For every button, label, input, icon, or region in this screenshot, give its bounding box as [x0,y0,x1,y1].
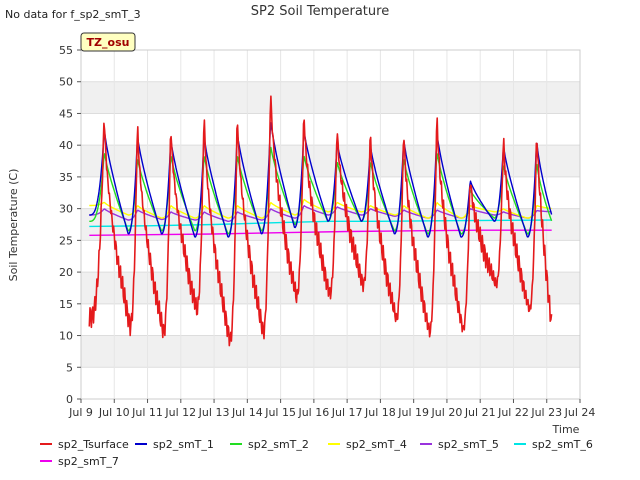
no-data-note: No data for f_sp2_smT_3 [5,8,141,21]
plot-band [81,81,580,114]
plot-band [81,113,580,146]
y-tick-label: 15 [59,298,73,311]
x-tick-label: Jul 15 [264,406,296,419]
plot-frame [80,49,581,400]
legend-label-sp2_smT_2: sp2_smT_2 [248,438,309,451]
legend: sp2_Tsurface sp2_smT_1 sp2_smT_2 sp2_smT_4 s… [40,438,593,468]
y-tick-label: 30 [59,203,73,216]
plot-band [81,50,580,82]
x-tick-label: Jul 12 [164,406,196,419]
x-tick-label: Jul 13 [198,406,230,419]
x-axis: Jul 9 Jul 10 Jul 11 Jul 12 Jul 13 Jul 14 Jul 1… [68,399,595,419]
legend-label-sp2_smT_5: sp2_smT_5 [438,438,499,451]
y-tick-label: 20 [59,266,73,279]
x-tick-label: Jul 11 [131,406,163,419]
y-tick-label: 25 [59,234,73,247]
x-tick-label: Jul 14 [231,406,263,419]
plot-band [81,367,580,399]
x-tick-label: Jul 9 [68,406,93,419]
y-tick-label: 55 [59,44,73,57]
plot-band [81,303,580,336]
series-line-sp2_Tsurface [88,95,553,347]
legend-label-sp2_smT_6: sp2_smT_6 [532,438,593,451]
x-tick-label: Jul 19 [397,406,429,419]
x-tick-label: Jul 21 [464,406,496,419]
plot-band [81,145,580,177]
legend-label-sp2_Tsurface: sp2_Tsurface [58,438,129,451]
series-lines [88,95,553,347]
y-tick-label: 10 [59,330,73,343]
tz-badge: TZ_osu [80,32,136,52]
x-tick-label: Jul 23 [530,406,562,419]
legend-label-sp2_smT_4: sp2_smT_4 [346,438,407,451]
legend-label-sp2_smT_7: sp2_smT_7 [58,455,119,468]
x-tick-label: Jul 20 [431,406,463,419]
x-tick-label: Jul 17 [331,406,363,419]
y-tick-label: 45 [59,107,73,120]
x-tick-label: Jul 16 [297,406,329,419]
plot-band [81,335,580,368]
y-tick-label: 40 [59,139,73,152]
y-tick-label: 35 [59,171,73,184]
x-axis-label: Time [552,423,580,436]
plot-band [81,176,580,209]
y-tick-label: 5 [66,361,73,374]
x-tick-label: Jul 22 [497,406,529,419]
chart-title: SP2 Soil Temperature [251,4,389,19]
x-tick-label: Jul 18 [364,406,396,419]
x-tick-label: Jul 24 [564,406,596,419]
y-axis-label: Soil Temperature (C) [7,169,20,282]
y-axis: 0 5 10 15 20 25 30 35 40 45 50 55 [59,44,81,406]
x-tick-label: Jul 10 [98,406,130,419]
plot-background [81,50,580,399]
plot-band [81,240,580,273]
tz-badge-box [80,32,136,52]
y-tick-label: 50 [59,76,73,89]
y-tick-label: 0 [66,393,73,406]
series-line-sp2_smT_1 [89,122,553,238]
legend-label-sp2_smT_1: sp2_smT_1 [153,438,214,451]
tz-badge-label: TZ_osu [87,36,130,49]
